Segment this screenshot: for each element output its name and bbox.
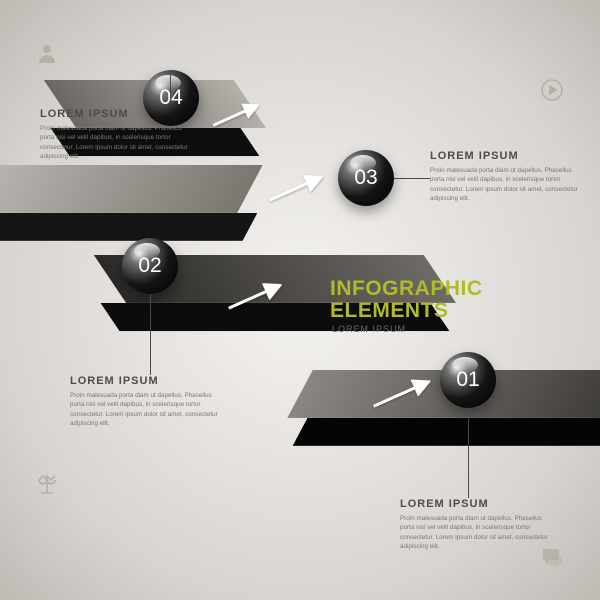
block-body: Proin malesuada porta diam ut dapellus. … xyxy=(40,124,190,162)
main-title: INFOGRAPHIC ELEMENTS xyxy=(330,278,483,322)
leader-01 xyxy=(468,408,469,498)
infographic-stage: 01 02 03 04 LOREM IPSUM Proin malesuada … xyxy=(0,0,600,600)
scales-icon xyxy=(35,472,59,496)
text-block-04: LOREM IPSUM Proin malesuada porta diam u… xyxy=(40,108,190,162)
block-heading: LOREM IPSUM xyxy=(70,375,220,387)
text-block-03: LOREM IPSUM Proin malesuada porta diam u… xyxy=(430,150,580,204)
block-heading: LOREM IPSUM xyxy=(40,108,190,120)
leader-04v xyxy=(170,70,171,98)
block-heading: LOREM IPSUM xyxy=(400,498,550,510)
block-body: Proin malesuada porta diam ut dapellus. … xyxy=(430,166,580,204)
text-block-01: LOREM IPSUM Proin malesuada porta diam u… xyxy=(400,498,550,552)
main-subtitle: LOREM IPSUM xyxy=(332,324,406,334)
leader-03 xyxy=(394,178,430,179)
leader-02 xyxy=(150,294,151,375)
step-number: 02 xyxy=(138,254,161,278)
person-icon xyxy=(35,42,59,66)
play-icon xyxy=(540,78,564,102)
step-ball-02: 02 xyxy=(122,238,178,294)
chat-icon xyxy=(540,545,564,569)
block-heading: LOREM IPSUM xyxy=(430,150,580,162)
block-body: Proin malesuada porta diam ut dapellus. … xyxy=(70,391,220,429)
text-block-02: LOREM IPSUM Proin malesuada porta diam u… xyxy=(70,375,220,429)
step-ball-03: 03 xyxy=(338,150,394,206)
step-number: 01 xyxy=(456,368,479,392)
step-ball-01: 01 xyxy=(440,352,496,408)
step-number: 03 xyxy=(354,166,377,190)
block-body: Proin malesuada porta diam ut dapellus. … xyxy=(400,514,550,552)
